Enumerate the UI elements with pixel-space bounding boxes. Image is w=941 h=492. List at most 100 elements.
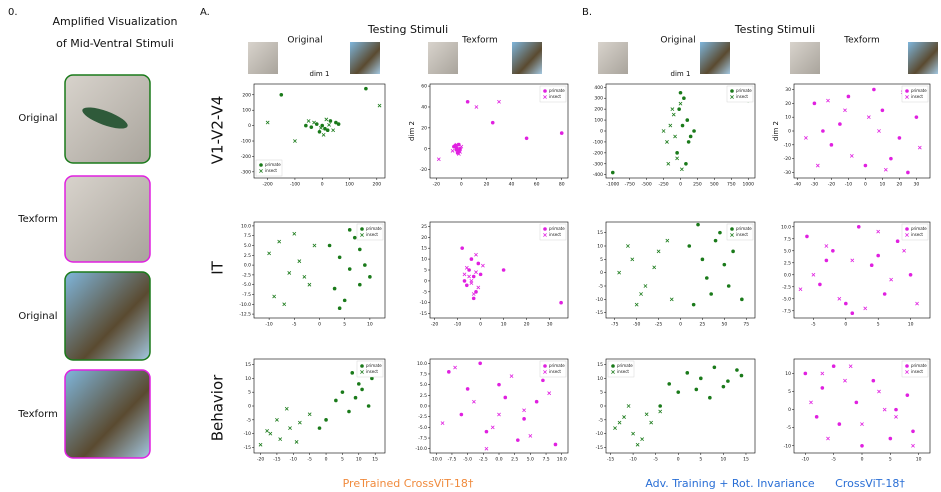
x-tick-label: 0 [844, 322, 847, 328]
point [883, 292, 887, 296]
column-title: Original [287, 36, 322, 46]
stimulus-image [65, 370, 150, 458]
y-tick-label: 0 [600, 270, 603, 276]
point [805, 235, 809, 239]
point [273, 295, 276, 298]
y-tick-label: -5.0 [782, 296, 791, 302]
point [911, 430, 915, 434]
point [860, 422, 863, 425]
y-tick-label: 5 [788, 389, 791, 395]
point [860, 444, 864, 448]
point [731, 250, 735, 254]
y-tick-label: 10.0 [241, 223, 251, 229]
point [644, 284, 647, 287]
y-tick-label: -20 [784, 156, 791, 162]
point [699, 377, 703, 381]
y-tick-label: -2.5 [418, 414, 427, 420]
x-tick-label: -25 [655, 322, 662, 328]
y-tick-label: 5 [424, 268, 427, 274]
point [472, 292, 475, 295]
x-tick-label: -10.0 [430, 457, 442, 463]
x-tick-label: -10 [802, 457, 809, 463]
point [867, 116, 870, 119]
legend-symbol [611, 364, 615, 368]
point [672, 113, 675, 116]
legend-label: primate [736, 88, 752, 93]
point [333, 287, 337, 291]
y-tick-label: -15 [596, 310, 603, 316]
point [304, 124, 308, 128]
point [378, 104, 381, 107]
point [327, 123, 330, 126]
y-tick-label: -7.5 [782, 308, 791, 314]
point [341, 390, 345, 394]
point [705, 276, 709, 280]
x-tick-label: -5.0 [463, 457, 472, 463]
thumbnail [512, 42, 542, 74]
y-tick-label: -10 [244, 431, 251, 437]
point [826, 99, 829, 102]
point [324, 418, 328, 422]
x-tick-label: 100 [345, 182, 354, 188]
point [662, 129, 665, 132]
y-tick-label: -5 [247, 417, 252, 423]
point [485, 447, 488, 450]
point [293, 232, 296, 235]
point [906, 171, 910, 175]
point [502, 268, 506, 272]
legend-symbol [360, 227, 364, 231]
legend-label: insect [911, 369, 923, 374]
point [877, 390, 880, 393]
caption: CrossViT-18† [835, 477, 905, 490]
point [318, 426, 322, 430]
caption: Adv. Training + Rot. Invariance [645, 477, 815, 490]
y-axis-label: dim 2 [408, 121, 416, 141]
x-tick-label: 60 [534, 182, 540, 188]
point [821, 372, 824, 375]
x-tick-label: -75 [611, 322, 618, 328]
x-tick-label: 0 [679, 182, 682, 188]
x-tick-label: 250 [693, 182, 702, 188]
point [641, 438, 644, 441]
y-tick-label: -7.5 [242, 292, 251, 298]
point [338, 255, 342, 259]
y-tick-label: 300 [594, 96, 603, 102]
point [522, 409, 525, 412]
point [325, 118, 328, 121]
point [679, 91, 683, 95]
x-tick-label: 10 [880, 182, 886, 188]
point [657, 250, 660, 253]
y-tick-label: 100 [242, 108, 251, 114]
point [692, 129, 696, 133]
x-tick-label: 5 [877, 322, 880, 328]
thumbnail [790, 42, 820, 74]
point [679, 102, 682, 105]
point [338, 306, 342, 310]
legend-label: insect [366, 232, 378, 237]
point [675, 151, 679, 155]
point [460, 246, 464, 250]
x-tick-label: 10 [908, 322, 914, 328]
legend-symbol [543, 227, 547, 231]
point [890, 278, 893, 281]
y-tick-label: 400 [594, 85, 603, 91]
row-label: Original [18, 311, 57, 322]
x-tick-label: -10 [265, 322, 272, 328]
point [676, 157, 679, 160]
point [669, 124, 672, 127]
y-tick-label: 7.5 [244, 233, 251, 239]
point [357, 382, 361, 386]
x-tick-label: -500 [642, 182, 652, 188]
point [809, 401, 812, 404]
y-tick-label: 0 [424, 278, 427, 284]
point [477, 262, 481, 266]
point [838, 297, 841, 300]
x-tick-label: -10 [845, 182, 852, 188]
point [559, 301, 563, 305]
point [560, 131, 564, 135]
point [491, 121, 495, 125]
legend-symbol [543, 89, 547, 93]
point [343, 299, 347, 303]
x-tick-label: 5 [889, 457, 892, 463]
point [298, 260, 301, 263]
